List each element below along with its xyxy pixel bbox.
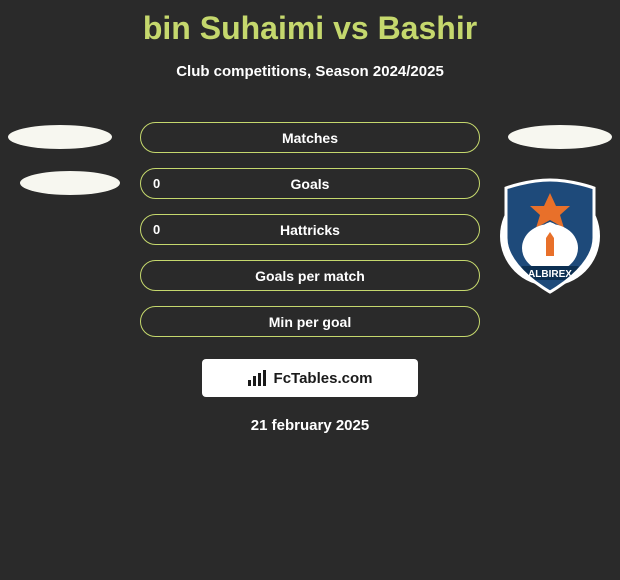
branding-text: FcTables.com bbox=[274, 370, 373, 387]
stat-label: Min per goal bbox=[269, 314, 351, 330]
stat-row-mpg: Min per goal bbox=[0, 306, 620, 337]
fctables-branding: FcTables.com bbox=[202, 359, 418, 397]
stat-pill: Matches bbox=[140, 122, 480, 153]
page-title: bin Suhaimi vs Bashir bbox=[0, 0, 620, 47]
stat-pill: Goals per match bbox=[140, 260, 480, 291]
stat-label: Goals bbox=[291, 176, 330, 192]
date-text: 21 february 2025 bbox=[0, 417, 620, 434]
stat-pill: Min per goal bbox=[140, 306, 480, 337]
stat-pill: 0 Goals bbox=[140, 168, 480, 199]
stat-pill: 0 Hattricks bbox=[140, 214, 480, 245]
stat-label: Goals per match bbox=[255, 268, 365, 284]
stat-row-matches: Matches bbox=[0, 122, 620, 153]
player-left-avatar-2 bbox=[20, 171, 120, 195]
subtitle: Club competitions, Season 2024/2025 bbox=[0, 63, 620, 80]
stat-label: Hattricks bbox=[280, 222, 340, 238]
svg-text:ALBIREX: ALBIREX bbox=[528, 269, 572, 280]
stat-value-left: 0 bbox=[153, 222, 160, 237]
club-badge-icon: ALBIREX bbox=[500, 178, 600, 294]
bars-icon bbox=[248, 370, 268, 386]
stat-value-left: 0 bbox=[153, 176, 160, 191]
player-right-avatar bbox=[508, 125, 612, 149]
player-left-avatar bbox=[8, 125, 112, 149]
stat-label: Matches bbox=[282, 130, 338, 146]
